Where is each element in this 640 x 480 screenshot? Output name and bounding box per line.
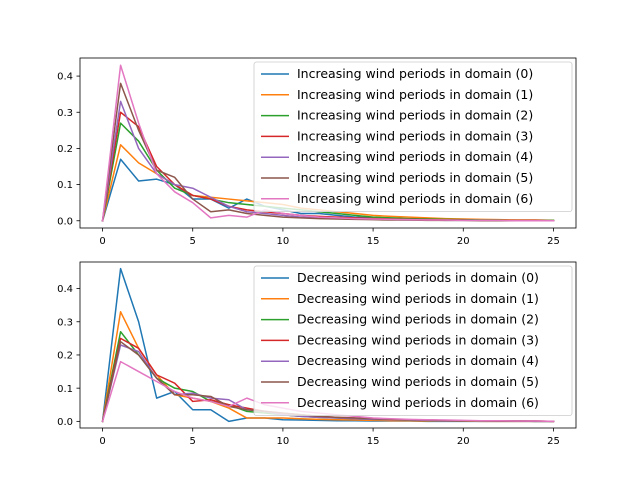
axes-frame bbox=[79, 57, 577, 229]
top-chart-panel: 0 5 10 15 20 25 0.0 0.1 0.2 0.3 0.4 Increasing wind… bbox=[57, 57, 577, 247]
legend-label: Increasing wind periods in domain (4) bbox=[297, 149, 533, 164]
legend-label: Decreasing wind periods in domain (1) bbox=[297, 291, 539, 306]
x-tick-label: 25 bbox=[547, 436, 560, 447]
legend-label: Decreasing wind periods in domain (0) bbox=[297, 270, 539, 285]
legend-box bbox=[253, 265, 573, 417]
legend-label: Increasing wind periods in domain (2) bbox=[297, 108, 533, 123]
x-tick-label: 25 bbox=[547, 236, 560, 247]
legend-label: Increasing wind periods in domain (6) bbox=[297, 191, 533, 206]
legend-label: Decreasing wind periods in domain (2) bbox=[297, 312, 539, 327]
legend-label: Increasing wind periods in domain (0) bbox=[297, 66, 533, 81]
x-tick-label: 5 bbox=[190, 436, 196, 447]
x-tick-label: 0 bbox=[99, 436, 105, 447]
y-tick-label: 0.4 bbox=[57, 284, 73, 295]
legend-label: Increasing wind periods in domain (1) bbox=[297, 87, 533, 102]
x-tick-label: 15 bbox=[367, 436, 380, 447]
x-tick-label: 10 bbox=[277, 236, 290, 247]
legend: Increasing wind periods in domain (0) Inc… bbox=[253, 61, 573, 213]
legend-label: Decreasing wind periods in domain (4) bbox=[297, 353, 539, 368]
y-tick-label: 0.1 bbox=[57, 180, 73, 191]
y-tick-label: 0.2 bbox=[57, 351, 73, 362]
x-tick-label: 20 bbox=[457, 236, 470, 247]
x-tick-label: 5 bbox=[190, 236, 196, 247]
legend-label: Decreasing wind periods in domain (6) bbox=[297, 395, 539, 410]
legend-box bbox=[253, 61, 573, 213]
legend-label: Increasing wind periods in domain (5) bbox=[297, 170, 533, 185]
y-tick-label: 0.2 bbox=[57, 144, 73, 155]
bottom-chart-panel: 0 5 10 15 20 25 0.0 0.1 0.2 0.3 0.4 Decreasing wind… bbox=[57, 261, 577, 447]
x-tick-label: 15 bbox=[367, 236, 380, 247]
x-tick-label: 20 bbox=[457, 436, 470, 447]
axes-frame bbox=[79, 261, 577, 429]
x-tick-label: 10 bbox=[277, 436, 290, 447]
y-tick-label: 0.1 bbox=[57, 384, 73, 395]
x-tick-label: 0 bbox=[99, 236, 105, 247]
legend: Decreasing wind periods in domain (0) Dec… bbox=[253, 265, 573, 417]
legend-label: Increasing wind periods in domain (3) bbox=[297, 128, 533, 143]
legend-label: Decreasing wind periods in domain (5) bbox=[297, 374, 539, 389]
legend-label: Decreasing wind periods in domain (3) bbox=[297, 332, 539, 347]
y-tick-label: 0.0 bbox=[57, 216, 73, 227]
series-line-6 bbox=[101, 64, 555, 222]
y-tick-label: 0.4 bbox=[57, 72, 73, 83]
y-tick-label: 0.3 bbox=[57, 108, 73, 119]
y-tick-label: 0.0 bbox=[57, 417, 73, 428]
y-tick-label: 0.3 bbox=[57, 317, 73, 328]
